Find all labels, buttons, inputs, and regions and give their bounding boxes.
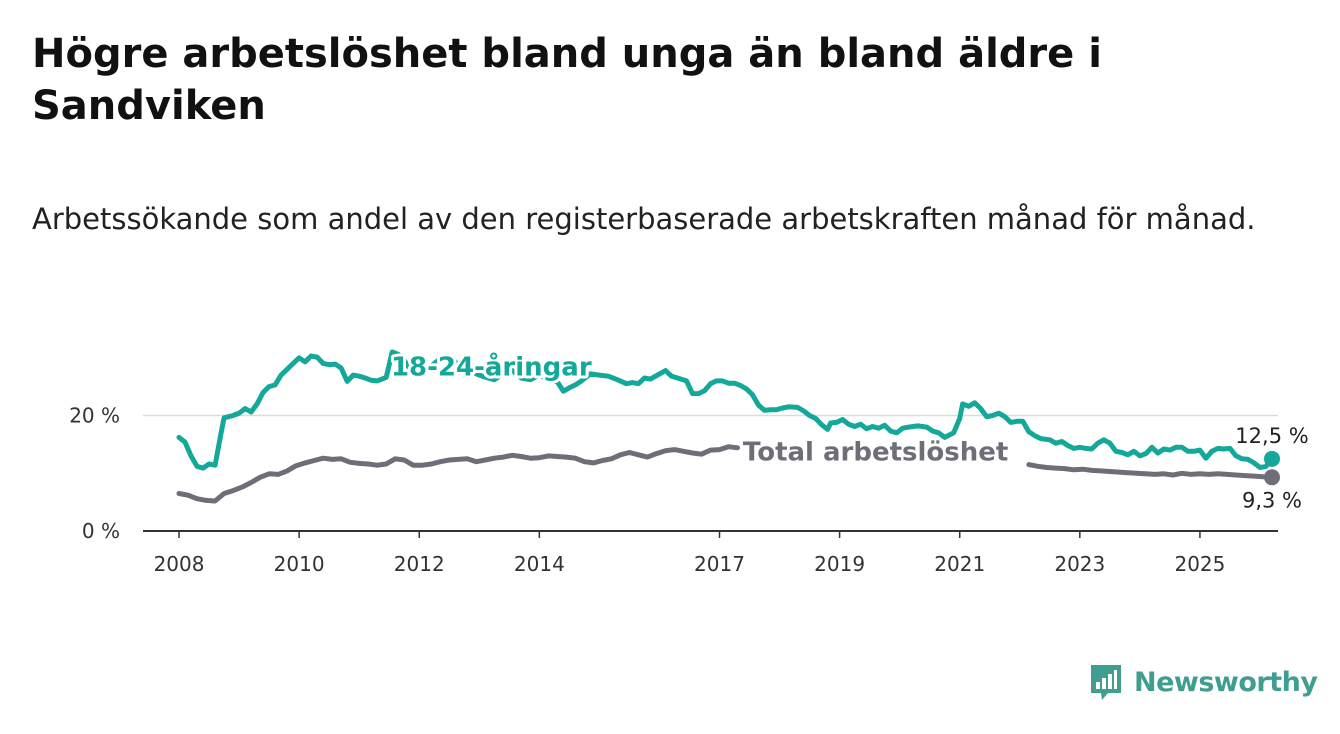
chart-title: Högre arbetslöshet bland unga än bland ä… bbox=[32, 31, 1102, 129]
x-tick-label: 2023 bbox=[1054, 552, 1105, 576]
x-tick-label: 2014 bbox=[514, 552, 565, 576]
label-layer: 12,5 %9,3 %18-24-åringar18-24-åringarTot… bbox=[388, 348, 1309, 513]
brand-name: Newsworthy bbox=[1134, 666, 1318, 698]
x-tick-label: 2025 bbox=[1174, 552, 1225, 576]
series-line-18-24 bbox=[176, 349, 1275, 471]
series-label-18-24: 18-24-åringar bbox=[391, 351, 592, 383]
end-point-total bbox=[1263, 469, 1280, 486]
y-tick-label: 0 % bbox=[82, 519, 120, 543]
series-label-halo: 18-24-åringar bbox=[391, 351, 592, 383]
series-layer bbox=[176, 349, 1280, 504]
newsworthy-brand: Newsworthy bbox=[1088, 660, 1318, 704]
x-tick-label: 2008 bbox=[154, 552, 205, 576]
axis-layer: 0 % 20 % 2008 2010 2012 2014 2017 2019 2021 2023 2… bbox=[69, 404, 1278, 576]
x-tick-label: 2010 bbox=[274, 552, 325, 576]
bar-chart-logo-icon bbox=[1091, 665, 1121, 700]
series-label-halo: Total arbetslöshet bbox=[743, 438, 1008, 468]
series-label-total: Total arbetslöshet bbox=[743, 438, 1008, 468]
end-label-18-24: 12,5 % bbox=[1235, 424, 1308, 448]
chart-subtitle: Arbetssökande som andel av den registerb… bbox=[32, 202, 1256, 236]
x-tick-label: 2012 bbox=[394, 552, 445, 576]
series-line-total bbox=[176, 444, 1275, 504]
x-tick-label: 2019 bbox=[814, 552, 865, 576]
end-point-18-24 bbox=[1263, 450, 1280, 467]
x-tick-label: 2021 bbox=[934, 552, 985, 576]
x-tick-label: 2017 bbox=[694, 552, 745, 576]
end-label-total: 9,3 % bbox=[1242, 488, 1302, 512]
y-tick-label: 20 % bbox=[69, 404, 120, 428]
